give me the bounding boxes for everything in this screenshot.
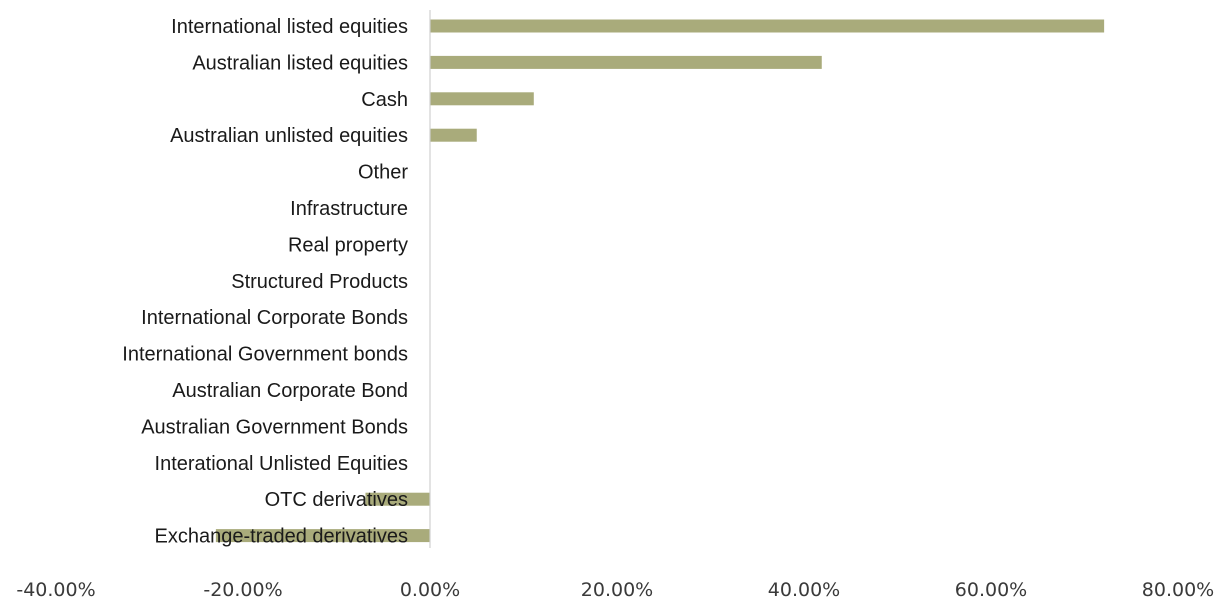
bar-4 [430,128,477,142]
category-label: International listed equities [171,16,408,38]
bar-15 [215,529,430,543]
category-label: Australian unlisted equities [170,125,408,147]
category-label: Other [358,162,408,184]
x-tick-label: 0.00% [400,579,460,600]
category-label: Australian Government Bonds [141,416,408,438]
category-label: Real property [288,234,408,256]
category-label: Australian listed equities [192,52,408,74]
category-label: International Government bonds [122,344,408,366]
category-label: Australian Corporate Bond [172,380,408,402]
bar-1 [430,19,1105,33]
category-label: Infrastructure [290,198,408,220]
category-label: Interational Unlisted Equities [155,453,408,475]
x-tick-label: 80.00% [1142,579,1214,600]
category-label: Cash [361,89,408,111]
x-axis-tick-labels: -40.00% -20.00% 0.00% 20.00% 40.00% 60.00% 80.… [16,579,1214,600]
x-tick-label: 60.00% [955,579,1027,600]
bar-14 [365,492,430,506]
bar-2 [430,55,822,69]
x-tick-label: -20.00% [203,579,282,600]
x-tick-label: 20.00% [581,579,653,600]
bar-3 [430,92,534,106]
category-label: Exchange-traded derivatives [155,526,408,548]
category-labels: International listed equities Australian … [122,16,408,548]
bars-layer [215,19,1105,543]
x-tick-label: -40.00% [16,579,95,600]
category-label: Structured Products [231,271,408,293]
category-label: International Corporate Bonds [141,307,408,329]
x-tick-label: 40.00% [768,579,840,600]
category-label: OTC derivatives [265,489,408,511]
